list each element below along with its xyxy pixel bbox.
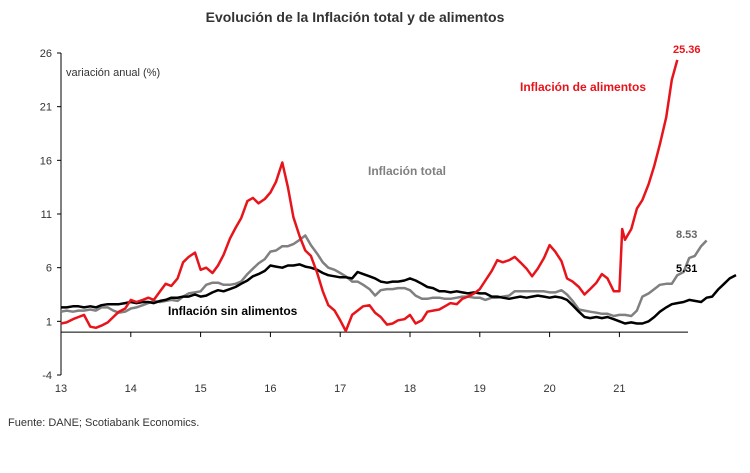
end-value-total: 8.53 [676, 229, 697, 241]
series-label-sin-alimentos: Inflación sin alimentos [168, 304, 298, 318]
x-tick-label: 19 [474, 383, 486, 395]
y-axis-label: variación anual (%) [66, 67, 160, 79]
y-tick-label: 11 [41, 209, 52, 221]
x-tick-label: 20 [543, 383, 555, 395]
series-line-1 [60, 234, 708, 318]
series-line-0 [60, 59, 679, 333]
series-label-total: Inflación total [368, 164, 446, 178]
y-tick-label: 6 [46, 263, 52, 275]
series-label-alimentos: Inflación de alimentos [520, 80, 646, 94]
chart-title: Evolución de la Inflación total y de ali… [206, 9, 505, 25]
x-tick-label: 14 [125, 383, 137, 395]
x-tick-label: 16 [264, 383, 276, 395]
x-axis: 13 14 15 16 17 18 19 20 21 [55, 331, 688, 395]
y-tick-label: 21 [40, 102, 52, 114]
x-tick-label: 18 [404, 383, 416, 395]
end-value-alimentos: 25.36 [673, 44, 701, 56]
x-tick-label: 13 [55, 383, 67, 395]
x-tick-label: 21 [613, 383, 625, 395]
x-tick-label: 17 [334, 383, 346, 395]
y-tick-label: 16 [40, 155, 52, 167]
source-note: Fuente: DANE; Scotiabank Economics. [8, 417, 199, 429]
y-tick-label: 26 [40, 48, 52, 60]
series-lines [60, 59, 737, 333]
end-value-sin-alimentos: 5.31 [676, 263, 697, 275]
y-tick-label: -4 [42, 370, 52, 382]
x-tick-label: 15 [194, 383, 206, 395]
y-tick-label: 1 [46, 316, 52, 328]
series-line-2 [61, 263, 737, 325]
